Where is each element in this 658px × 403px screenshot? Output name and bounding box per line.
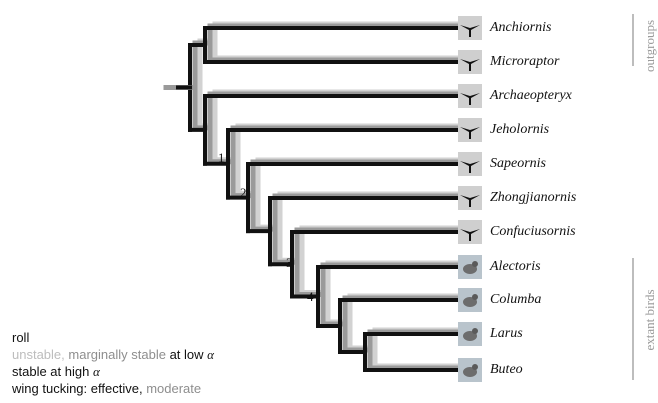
legend-alpha-1: α (207, 347, 214, 362)
legend-low-alpha: at low (169, 347, 204, 362)
taxon-label: Sapeornis (490, 156, 546, 171)
legend-title: roll (12, 330, 30, 345)
bird-silhouette-icon (458, 118, 482, 142)
taxon-label: Anchiornis (490, 20, 552, 35)
legend-moderate: moderate (146, 381, 202, 396)
extant-birds-label: extant birds (642, 289, 657, 351)
legend-line-tucking: wing tucking: effective, moderate (12, 380, 214, 397)
bird-silhouette-icon (458, 220, 482, 244)
legend-alpha-2: α (92, 364, 100, 379)
legend-unstable: unstable, (12, 347, 65, 362)
bird-photo-icon (458, 255, 482, 279)
node-label-2: 2 (240, 185, 247, 200)
taxon-label: Larus (490, 326, 523, 341)
bird-silhouette-icon (458, 152, 482, 176)
outgroups-rule (632, 14, 634, 66)
bird-silhouette-icon (458, 186, 482, 210)
taxon-label: Zhongjianornis (490, 190, 577, 205)
legend-effective: effective, (90, 381, 143, 396)
node-label-1: 1 (218, 150, 225, 165)
legend-stable-high: stable at high (12, 364, 90, 379)
legend-wing-tucking: wing tucking: (12, 381, 88, 396)
taxon-label: Buteo (490, 362, 523, 377)
bird-silhouette-icon (458, 84, 482, 108)
legend: roll unstable, marginally stable at low … (12, 329, 214, 397)
legend-line-low: unstable, marginally stable at low α (12, 346, 214, 363)
bird-silhouette-icon (458, 50, 482, 74)
outgroups-label: outgroups (642, 20, 657, 72)
legend-marginal: marginally stable (68, 347, 166, 362)
bird-photo-icon (458, 358, 482, 382)
taxon-label: Microraptor (490, 54, 560, 69)
bird-photo-icon (458, 322, 482, 346)
node-label-4: 4 (307, 289, 314, 304)
node-label-3: 3 (286, 255, 293, 270)
bird-silhouette-icon (458, 16, 482, 40)
taxon-label: Jeholornis (490, 122, 550, 137)
taxon-label: Archaeopteryx (490, 88, 572, 103)
taxon-label: Alectoris (490, 259, 541, 274)
bird-photo-icon (458, 288, 482, 312)
taxon-label: Columba (490, 292, 542, 307)
taxon-label: Confuciusornis (490, 224, 576, 239)
legend-line-high: stable at high α (12, 363, 214, 380)
extant-birds-rule (632, 258, 634, 380)
